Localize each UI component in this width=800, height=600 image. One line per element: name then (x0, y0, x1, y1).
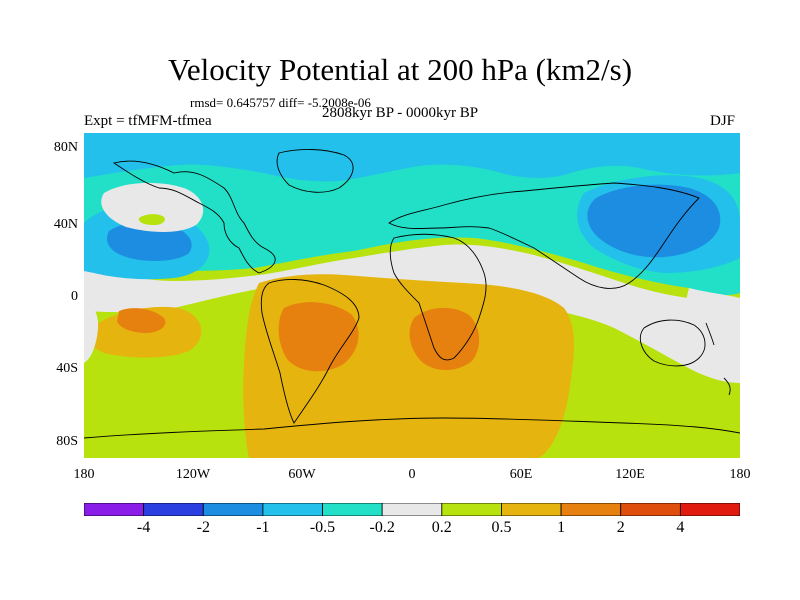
colorbar-label: 4 (676, 519, 685, 536)
period-text: 2808kyr BP - 0000kyr BP (321, 105, 479, 121)
colorbar-swatch (84, 503, 145, 516)
colorbar (84, 503, 740, 516)
lon-tick-label: 60E (509, 467, 533, 482)
colorbar-label: 0.5 (491, 519, 512, 536)
colorbar-swatch (322, 503, 383, 516)
coastline-layer (84, 149, 740, 439)
colorbar-swatch (143, 503, 204, 516)
colorbar-label: 0.2 (431, 519, 452, 536)
season-label: DJF (710, 113, 736, 129)
colorbar-label: -2 (196, 519, 210, 536)
colorbar-swatch (441, 503, 502, 516)
stats-text: rmsd= 0.645757 diff= -5.2008e-06 (190, 95, 371, 110)
colorbar-label: 1 (557, 519, 566, 536)
lat-tick-label: 40S (56, 361, 78, 376)
colorbar-swatch (501, 503, 562, 516)
colorbar-label: -0.5 (309, 519, 336, 536)
colorbar-swatch (202, 503, 264, 516)
chart-title: Velocity Potential at 200 hPa (km2/s) (167, 52, 633, 87)
colorbar-label: -0.2 (369, 519, 395, 536)
lon-tick-label: 60W (288, 467, 316, 482)
colorbar-label: -1 (256, 519, 270, 536)
lon-tick-label: 120W (175, 467, 211, 482)
experiment-label: Expt = tfMFM-tfmea (84, 113, 212, 129)
lon-tick-label: 120E (615, 467, 645, 482)
colorbar-swatch (262, 503, 323, 516)
lon-tick-label: 180 (729, 467, 751, 482)
velocity-potential-map (84, 133, 740, 458)
colorbar-swatch (381, 503, 443, 516)
lon-tick-label: 180 (73, 467, 95, 482)
lon-tick-label: 0 (408, 467, 416, 482)
lat-tick-label: 80N (53, 140, 78, 155)
lat-tick-label: 40N (53, 217, 78, 232)
colorbar-label: 2 (616, 519, 625, 536)
colorbar-label: -4 (136, 519, 151, 536)
contour-fill-layer (84, 133, 740, 458)
colorbar-swatch (560, 503, 622, 516)
lat-tick-label: 80S (56, 434, 78, 449)
lat-tick-label: 0 (71, 289, 78, 304)
colorbar-swatch (620, 503, 681, 516)
colorbar-swatch (679, 503, 740, 516)
